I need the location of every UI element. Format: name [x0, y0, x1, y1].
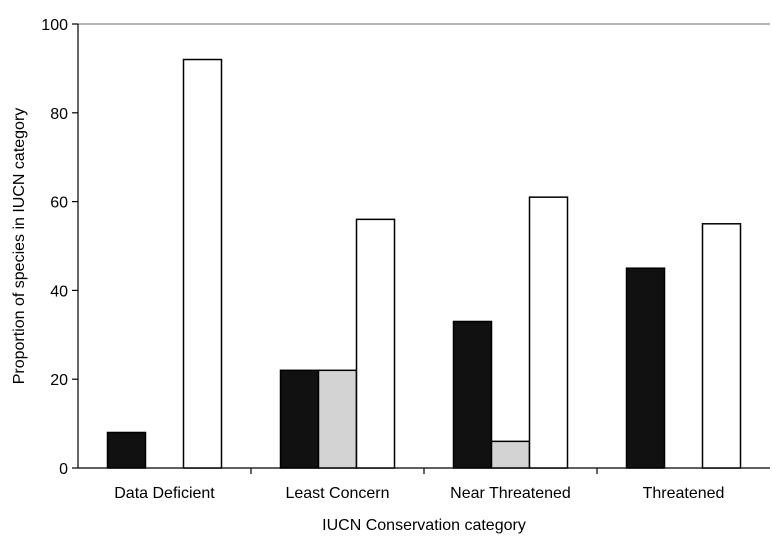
bar-1-0 [279, 369, 320, 469]
y-tick-label: 0 [59, 461, 68, 478]
y-tick-label: 80 [50, 106, 68, 123]
y-ticks: 0 20 40 60 80 100 [41, 17, 78, 478]
bar-2-2 [528, 196, 569, 469]
x-axis-label: IUCN Conservation category [322, 517, 526, 534]
y-tick-label: 40 [50, 283, 68, 300]
bars [106, 58, 742, 469]
bar-3-0 [625, 267, 666, 469]
y-tick-label: 60 [50, 195, 68, 212]
x-category-label: Least Concern [285, 485, 389, 502]
bar-1-2 [355, 218, 396, 469]
y-tick-label: 20 [50, 372, 68, 389]
bar-3-2 [701, 223, 742, 469]
bar-0-0 [106, 431, 147, 469]
axes [77, 23, 770, 469]
x-category-label: Near Threatened [450, 485, 571, 502]
x-category-ticks: Data Deficient Least Concern Near Threaten… [114, 468, 724, 502]
y-tick-label: 100 [41, 17, 68, 34]
bar-0-2 [182, 58, 223, 469]
x-category-label: Data Deficient [114, 485, 215, 502]
bar-2-1 [490, 440, 531, 469]
y-axis-label: Proportion of species in IUCN category [11, 108, 28, 385]
bar-1-1 [317, 369, 358, 469]
bar-2-0 [452, 320, 493, 469]
x-category-label: Threatened [643, 485, 725, 502]
